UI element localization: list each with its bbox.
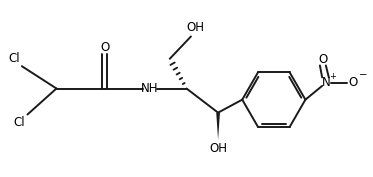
Text: OH: OH [187,21,205,34]
Text: OH: OH [209,142,227,155]
Text: Cl: Cl [13,116,25,129]
Text: Cl: Cl [8,52,19,65]
Text: O: O [100,41,109,54]
Text: +: + [329,72,336,81]
Text: O: O [318,53,327,66]
Text: O: O [348,76,357,89]
Text: NH: NH [141,82,158,95]
Text: N: N [322,76,330,89]
Polygon shape [216,113,220,140]
Text: −: − [359,70,367,80]
